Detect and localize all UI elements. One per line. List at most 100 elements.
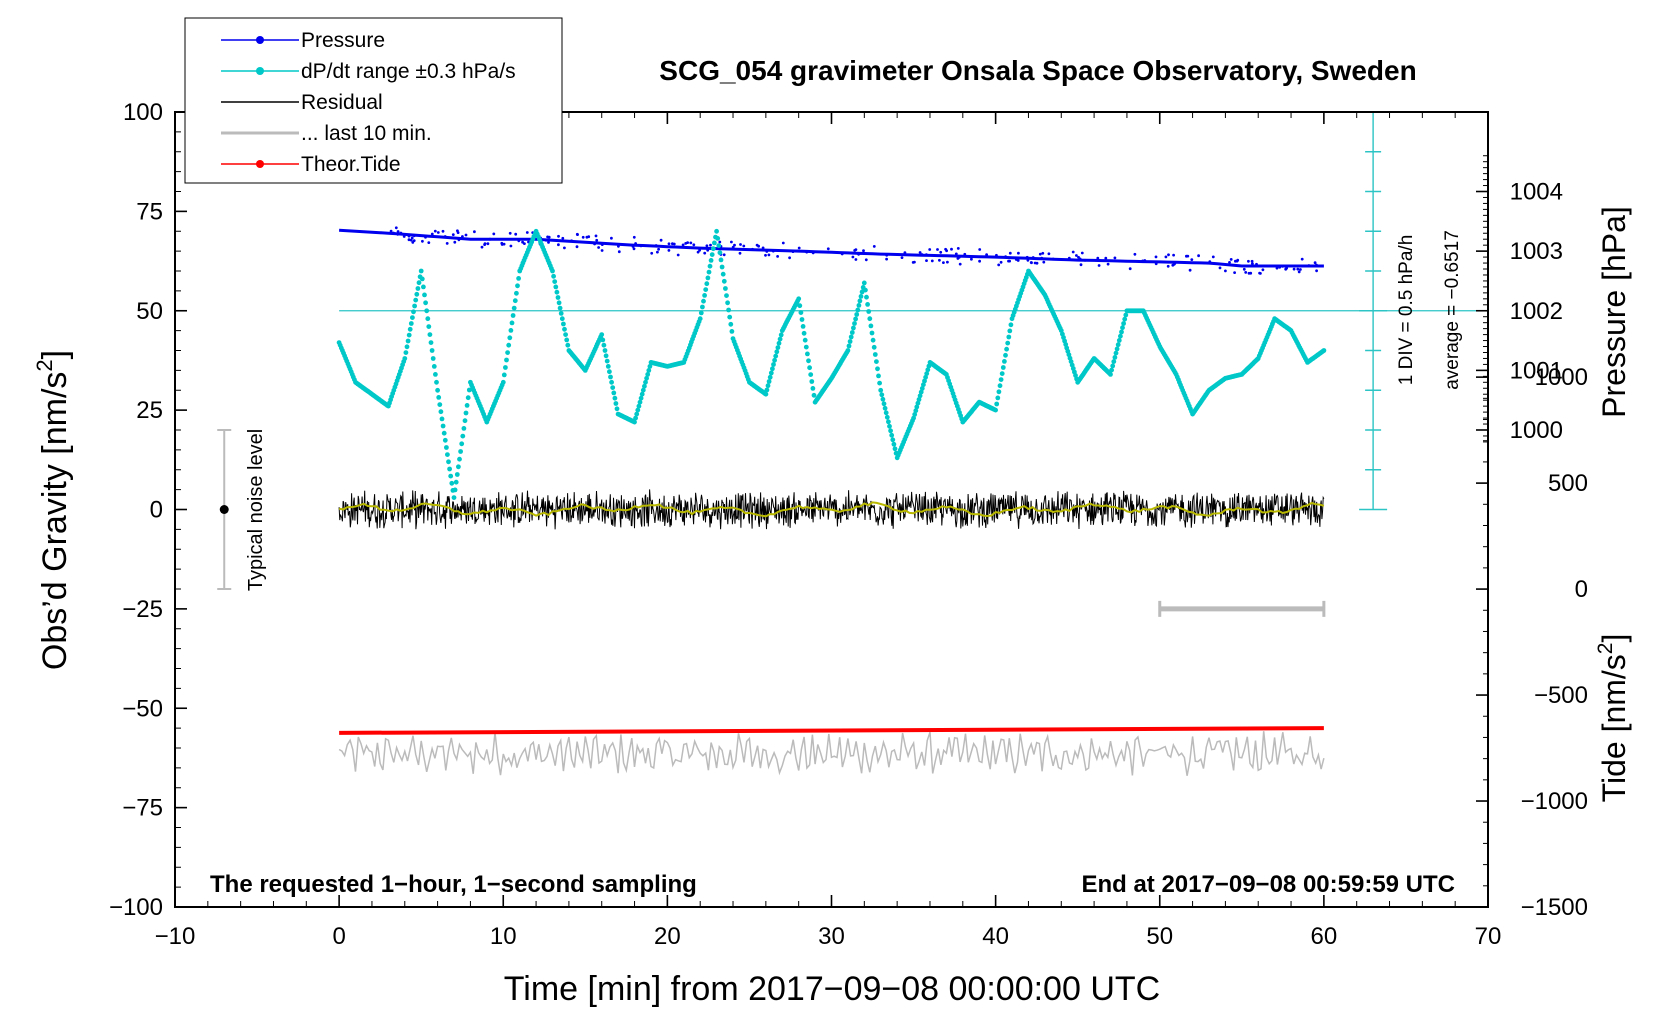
pressure-point — [733, 243, 736, 247]
pressure-point — [942, 261, 945, 264]
dpdt-point — [637, 399, 643, 405]
dpdt-point — [917, 393, 923, 399]
dpdt-point — [413, 297, 419, 303]
dpdt-point — [410, 315, 415, 320]
dpdt-point — [727, 314, 733, 320]
pressure-point — [600, 243, 604, 247]
tide-tick-label: −500 — [1534, 682, 1588, 709]
dpdt-point — [881, 401, 887, 407]
dpdt-point — [870, 337, 876, 343]
pressure-point — [597, 246, 600, 249]
dpdt-point — [559, 316, 565, 322]
pressure-point — [925, 253, 928, 256]
x-tick-label: 50 — [1146, 923, 1173, 950]
pressure-point — [738, 251, 742, 255]
dpdt-point — [714, 228, 719, 234]
dpdt-point — [892, 446, 898, 452]
pressure-point — [1067, 256, 1071, 260]
pressure-point — [1154, 255, 1158, 259]
pressure-point — [851, 255, 855, 259]
tide-tick-label: −1000 — [1521, 788, 1588, 815]
pressure-point — [430, 232, 434, 236]
pressure-point — [1008, 259, 1011, 263]
dpdt-point — [429, 348, 435, 353]
dpdt-point — [610, 385, 616, 390]
dpdt-point — [460, 433, 466, 439]
dpdt-point — [600, 337, 606, 343]
dpdt-point — [882, 405, 888, 411]
dpdt-point — [405, 338, 411, 344]
dpdt-point — [845, 348, 851, 353]
dpdt-point — [723, 286, 728, 291]
pressure-axis-label: Pressure [hPa] — [1596, 206, 1632, 418]
pressure-point — [1004, 255, 1007, 259]
pressure-point — [1297, 270, 1301, 274]
dpdt-point — [803, 344, 809, 350]
dpdt-point — [1121, 321, 1126, 326]
pressure-point — [634, 242, 637, 245]
pressure-point — [739, 243, 742, 246]
pressure-point — [639, 244, 643, 248]
pressure-point — [1251, 262, 1254, 265]
pressure-point — [1016, 259, 1020, 262]
pressure-point — [575, 245, 579, 249]
dpdt-point — [766, 379, 772, 384]
pressure-point — [631, 245, 635, 248]
dpdt-point — [437, 402, 443, 407]
dpdt-point — [765, 383, 771, 389]
dpdt-point — [612, 395, 618, 401]
dpdt-point — [557, 305, 563, 311]
dpdt-point — [551, 273, 556, 279]
dpdt-point — [771, 362, 776, 367]
dpdt-point — [768, 370, 774, 376]
dpdt-point — [1112, 355, 1118, 360]
pressure-point — [1051, 257, 1055, 261]
pressure-point — [1041, 251, 1045, 255]
dpdt-point — [772, 357, 777, 363]
pressure-point — [456, 229, 459, 233]
pressure-point — [1154, 262, 1158, 266]
dpdt-point — [550, 268, 555, 274]
dpdt-point — [888, 428, 893, 434]
series-pressure-line — [339, 228, 1324, 268]
pressure-point — [805, 250, 809, 254]
y-tick-label: 25 — [136, 397, 163, 424]
dpdt-point — [854, 312, 860, 317]
dpdt-point — [500, 379, 506, 385]
dpdt-point — [516, 276, 521, 281]
pressure-point — [703, 251, 707, 255]
dpdt-point — [640, 387, 646, 393]
pressure-point — [632, 247, 636, 251]
pressure-point — [389, 229, 393, 233]
tide-tick-label: 1000 — [1535, 364, 1588, 391]
dpdt-point — [464, 403, 470, 408]
pressure-point — [918, 251, 922, 254]
dpdt-point — [636, 403, 642, 409]
pressure-point — [667, 249, 671, 252]
pressure-point — [1275, 266, 1279, 270]
dpdt-point — [715, 236, 721, 241]
dpdt-point — [457, 456, 462, 462]
pressure-point — [1171, 263, 1175, 267]
dpdt-point — [886, 419, 891, 425]
dpdt-point — [459, 441, 465, 447]
dpdt-point — [774, 349, 780, 355]
pressure-point — [696, 250, 700, 254]
pressure-point — [563, 246, 566, 250]
dpdt-point — [915, 400, 921, 406]
dpdt-point — [645, 372, 651, 377]
dpdt-point — [799, 317, 805, 322]
dpdt-point — [923, 374, 928, 380]
dpdt-point — [514, 290, 519, 296]
dpdt-point — [509, 320, 515, 326]
dpdt-point — [800, 324, 806, 329]
tide-tick-label: 500 — [1548, 470, 1588, 497]
pressure-point — [939, 250, 943, 254]
dpdt-point — [452, 487, 458, 493]
tide-tick-label: 0 — [1575, 576, 1588, 603]
dpdt-point — [1007, 328, 1013, 334]
pressure-point — [826, 247, 830, 251]
pressure-point — [486, 242, 490, 246]
dpdt-point — [563, 332, 568, 337]
dpdt-point — [770, 366, 775, 372]
